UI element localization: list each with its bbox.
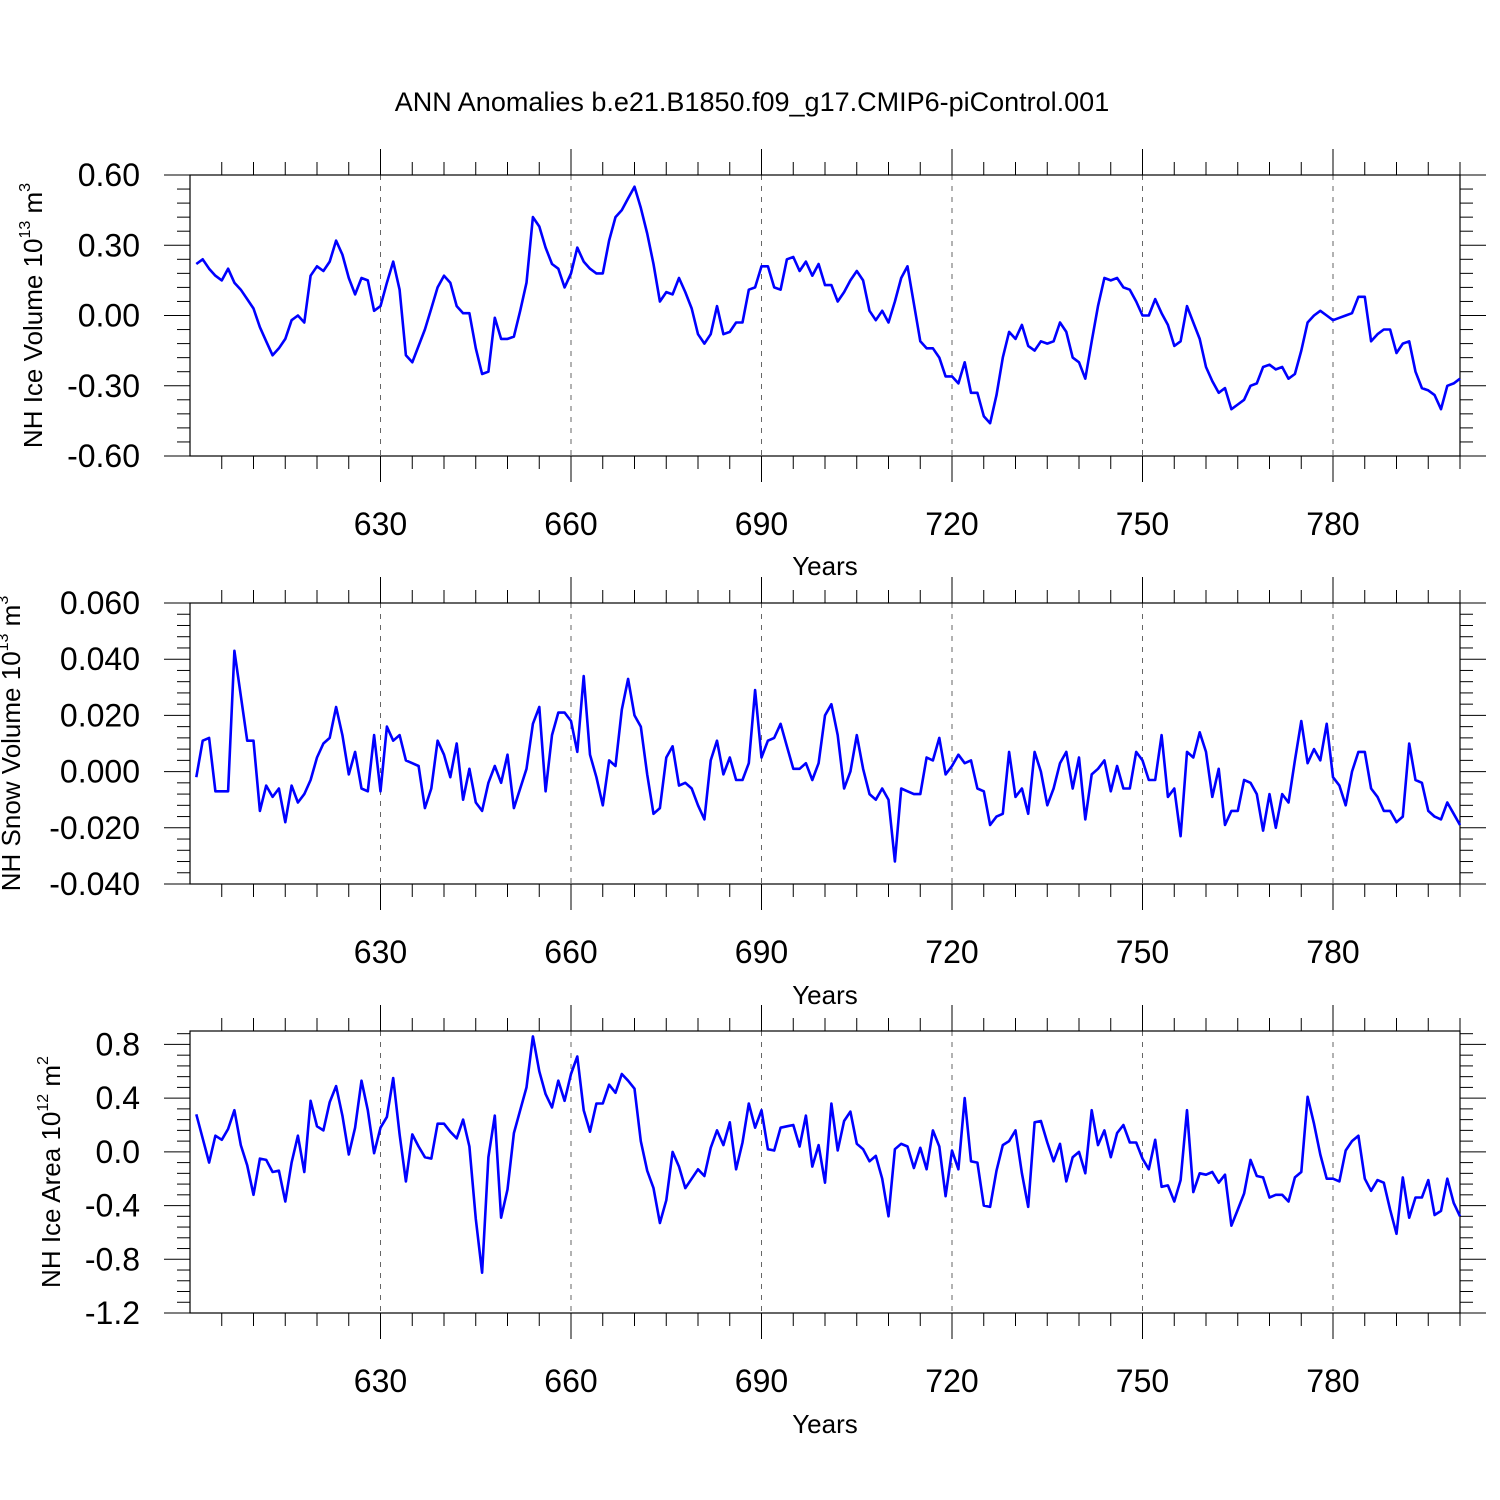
panel-1-ylabel: NH Ice Volume 1013 m3 [17,183,48,448]
panel-3-xlabel: Years [792,1409,858,1439]
panel-2-xtick-label: 660 [544,934,597,970]
panel-3-xtick-label: 630 [354,1363,407,1399]
panel-2-ylabel: NH Snow Volume 1013 m3 [0,596,26,892]
panel-1-xlabel: Years [792,551,858,581]
panel-2-ytick-label: 0.040 [60,641,140,677]
panel-2-ylabel-text: NH Snow Volume 10 [0,651,26,891]
panel-3-ytick-label: -0.8 [85,1241,140,1277]
panel-3-ylabel: NH Ice Area 1012 m2 [35,1056,66,1288]
panel-2-xtick-label: 630 [354,934,407,970]
panel-2-ytick-label: 0.000 [60,754,140,790]
panel-1-xtick-label: 720 [925,506,978,542]
panel-2-ytick-label: 0.060 [60,585,140,621]
panel-3-ytick-label: 0.8 [96,1026,140,1062]
panel-2-ytick-label: -0.020 [49,810,140,846]
panel-3-ylabel-exp: 12 [35,1094,52,1112]
panel-2-xlabel: Years [792,980,858,1010]
panel-snow-volume: 0.060 0.040 0.020 0.000 -0.020 -0.040 630 660 69… [0,577,1486,1010]
panel-2-ylabel-unit-exp: 3 [0,596,12,605]
panel-1-xtick-label: 630 [354,506,407,542]
panel-3-ylabel-unit-exp: 2 [35,1056,52,1065]
panel-3-ytick-label: 0.0 [96,1134,140,1170]
panel-2-series-line [195,649,1462,863]
panel-1-ylabel-unit: m [18,192,48,221]
panel-1-ytick-label: 0.30 [78,227,140,263]
panel-2-xtick-label: 780 [1306,934,1359,970]
panel-1-ylabel-exp: 13 [17,221,34,239]
panel-3-xtick-label: 720 [925,1363,978,1399]
panel-3-ylabel-text: NH Ice Area 10 [36,1112,66,1288]
panel-2-ytick-label: 0.020 [60,697,140,733]
panel-1-ylabel-unit-exp: 3 [17,183,34,192]
panel-2-ytick-label: -0.040 [49,866,140,902]
panel-3-ytick-label: -0.4 [85,1188,140,1224]
panel-2-xtick-label: 750 [1116,934,1169,970]
panel-3-xtick-label: 780 [1306,1363,1359,1399]
panel-1-ytick-label: -0.60 [67,438,140,474]
panel-3-xtick-label: 690 [735,1363,788,1399]
panel-2-ylabel-unit: m [0,605,26,634]
panel-1-xtick-label: 780 [1306,506,1359,542]
panel-1-ylabel-text: NH Ice Volume 10 [18,239,48,449]
panel-3-ylabel-unit: m [36,1065,66,1094]
panel-1-xtick-label: 690 [735,506,788,542]
panel-ice-volume: 0.60 0.30 0.00 -0.30 -0.60 630 660 690 720 750 780… [17,149,1486,581]
panel-1-frame [189,174,1461,457]
panel-3-ytick-label: 0.4 [96,1080,140,1116]
panel-3-frame [189,1030,1461,1314]
panel-1-ytick-label: 0.60 [78,157,140,193]
panel-3-xtick-label: 660 [544,1363,597,1399]
chart-title: ANN Anomalies b.e21.B1850.f09_g17.CMIP6-… [395,87,1109,117]
panel-2-frame [189,602,1461,885]
panel-3-xtick-label: 750 [1116,1363,1169,1399]
panel-3-ytick-label: -1.2 [85,1295,140,1331]
panel-1-ytick-label: 0.00 [78,298,140,334]
panel-2-xtick-label: 690 [735,934,788,970]
panel-2-ylabel-exp: 13 [0,633,12,651]
panel-1-xtick-label: 660 [544,506,597,542]
panel-3-series-line [195,1035,1462,1274]
panel-2-xtick-label: 720 [925,934,978,970]
panel-1-xtick-label: 750 [1116,506,1169,542]
panel-1-series-line [195,185,1461,425]
panel-ice-area: 0.8 0.4 0.0 -0.4 -0.8 -1.2 630 660 690 720 750 780 Y… [35,1005,1486,1439]
panel-1-ytick-label: -0.30 [67,368,140,404]
